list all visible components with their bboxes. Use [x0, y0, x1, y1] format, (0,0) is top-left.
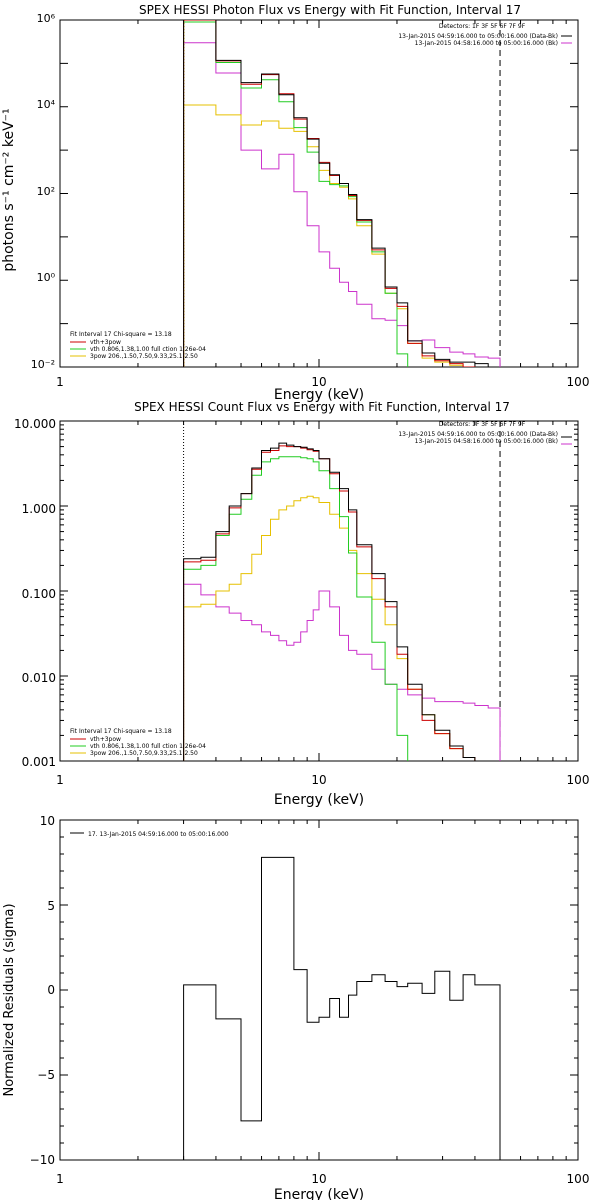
- count-flux-panel: SPEX HESSI Count Flux vs Energy with Fit…: [14, 400, 589, 808]
- photon-y-tick-1e4: 10⁴: [37, 98, 56, 111]
- count-y-tick-1: 1.000: [22, 502, 56, 516]
- count-x-tick-10: 10: [311, 773, 326, 787]
- count-series-background: [183, 583, 501, 761]
- count-y-tick-0.001: 0.001: [22, 755, 56, 769]
- photon-legend-bk-label: 13-Jan-2015 04:58:16.000 to 05:00:16.000…: [415, 40, 558, 47]
- photon-fit-info: Fit Interval 17 Chi-square = 13.18: [70, 331, 172, 338]
- count-y-tick-0.1: 0.100: [22, 587, 56, 601]
- photon-legend-vth-label: vth 0.806,1.38,1.00 full ction 1.26e-04: [90, 346, 206, 353]
- photon-flux-title: SPEX HESSI Photon Flux vs Energy with Fi…: [139, 3, 521, 17]
- photon-series-total: [183, 20, 489, 367]
- count-legend-vth-label: vth 0.806,1.38,1.00 full ction 1.26e-04: [90, 743, 206, 750]
- residuals-series-total: [183, 856, 501, 1160]
- count-x-tick-100: 100: [567, 773, 590, 787]
- photon-y-axis-label: photons s⁻¹ cm⁻² keV⁻¹: [1, 108, 17, 271]
- photon-x-axis-label: Energy (keV): [274, 387, 364, 403]
- photon-legend-3pow-label: 3pow 206.,1.50,7.50,9.33,25.1,2.50: [90, 353, 198, 360]
- photon-x-tick-100: 100: [567, 375, 590, 389]
- residuals-x-axis-label: Energy (keV): [274, 1187, 364, 1200]
- residuals-legend-label: 17. 13-Jan-2015 04:59:16.000 to 05:00:16…: [88, 831, 229, 838]
- photon-x-tick-10: 10: [311, 375, 326, 389]
- count-series-total: [183, 442, 489, 761]
- photon-y-tick-1e-2: 10⁻²: [31, 358, 55, 371]
- count-legend-vth3pow-label: vth+3pow: [90, 736, 121, 743]
- residuals-x-tick-1: 1: [56, 1172, 64, 1186]
- residuals-y-tick-minus5: −5: [37, 1068, 55, 1082]
- photon-detectors-text: Detectors: 1F 3F 5F 6F 7F 9F: [439, 23, 526, 30]
- residuals-y-tick-0: 0: [47, 983, 55, 997]
- count-x-tick-1: 1: [56, 773, 64, 787]
- photon-x-tick-1: 1: [56, 375, 64, 389]
- residuals-panel: 17. 13-Jan-2015 04:59:16.000 to 05:00:16…: [2, 814, 589, 1200]
- residuals-y-tick-minus10: −10: [30, 1153, 55, 1167]
- count-y-tick-10: 10.000: [14, 417, 56, 431]
- photon-y-tick-1e0: 10⁰: [37, 271, 56, 284]
- residuals-y-tick-5: 5: [47, 899, 55, 913]
- photon-series-background: [183, 42, 501, 367]
- residuals-x-tick-100: 100: [567, 1172, 590, 1186]
- count-detectors-text: Detectors: 1F 3F 5F 6F 7F 9F: [439, 421, 526, 428]
- residuals-x-tick-10: 10: [311, 1172, 326, 1186]
- photon-flux-panel: SPEX HESSI Photon Flux vs Energy with Fi…: [1, 3, 589, 403]
- count-flux-title: SPEX HESSI Count Flux vs Energy with Fit…: [134, 400, 510, 414]
- residuals-y-tick-10: 10: [40, 814, 55, 828]
- count-x-axis-label: Energy (keV): [274, 792, 364, 808]
- residuals-y-axis-label: Normalized Residuals (sigma): [2, 903, 17, 1096]
- photon-legend-data-label: 13-Jan-2015 04:59:16.000 to 05:00:16.000…: [398, 33, 558, 40]
- count-legend-3pow-label: 3pow 206.,1.50,7.50,9.33,25.1,2.50: [90, 750, 198, 757]
- count-fit-info: Fit Interval 17 Chi-square = 13.18: [70, 728, 172, 735]
- photon-y-tick-1e6: 10⁶: [37, 12, 56, 25]
- count-y-tick-0.01: 0.010: [22, 671, 56, 685]
- photon-legend-vth3pow-label: vth+3pow: [90, 339, 121, 346]
- photon-y-tick-1e2: 10²: [37, 185, 55, 198]
- count-legend-bk-label: 13-Jan-2015 04:58:16.000 to 05:00:16.000…: [415, 438, 558, 445]
- count-legend-data-label: 13-Jan-2015 04:59:16.000 to 05:00:16.000…: [398, 431, 558, 438]
